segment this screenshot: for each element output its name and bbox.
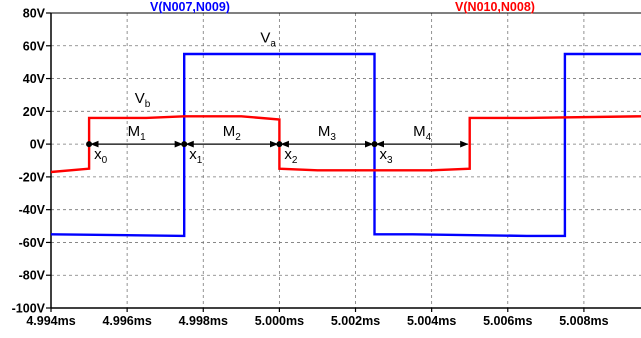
series-line-red — [50, 115, 641, 174]
y-tick-label: -80V — [19, 269, 46, 283]
y-tick-label: -60V — [19, 236, 46, 250]
marker-dot — [181, 141, 188, 148]
marker-label: x2 — [284, 146, 298, 166]
annotation-vb: Vb — [135, 90, 151, 110]
marker-label: x3 — [380, 146, 394, 166]
marker-dot — [371, 141, 378, 148]
interval-label: M1 — [128, 123, 147, 143]
interval-label: M4 — [413, 123, 432, 143]
x-tick-label: 5.002ms — [331, 314, 380, 328]
annotation-layer: Va Vb M1 M2 M3 M4 x0 x1 x2 x3 — [86, 30, 469, 166]
marker-label: x1 — [189, 146, 203, 166]
x-tick-label: 5.008ms — [559, 314, 608, 328]
axes: 80V 60V 40V 20V 0V -20V -40V -60V -80V -100V4.994… — [12, 7, 641, 328]
marker-dot — [276, 141, 283, 148]
x-tick-label: 5.006ms — [483, 314, 532, 328]
interval-label: M3 — [318, 123, 337, 143]
series-line-blue — [50, 52, 641, 238]
legend: V(N007,N009) V(N010,N008) — [150, 0, 535, 14]
x-tick-label: 4.998ms — [179, 314, 228, 328]
y-tick-label: 60V — [23, 39, 46, 53]
y-tick-label: 40V — [23, 72, 46, 86]
y-tick-label: -20V — [19, 170, 46, 184]
annotation-va: Va — [260, 30, 276, 50]
marker-label: x0 — [94, 146, 108, 166]
x-tick-label: 4.996ms — [102, 314, 151, 328]
legend-entry: V(N007,N009) — [150, 0, 230, 14]
y-tick-label: -100V — [12, 302, 46, 316]
legend-entry: V(N010,N008) — [455, 0, 535, 14]
y-tick-label: 0V — [30, 138, 46, 152]
y-tick-label: -40V — [19, 203, 46, 217]
interval-label: M2 — [223, 123, 242, 143]
series-layer — [50, 52, 641, 238]
x-tick-label: 4.994ms — [26, 314, 75, 328]
y-tick-label: 20V — [23, 105, 46, 119]
grid — [51, 12, 641, 308]
y-tick-label: 80V — [23, 7, 46, 21]
marker-dot — [86, 141, 93, 148]
x-tick-label: 5.000ms — [255, 314, 304, 328]
x-tick-label: 5.004ms — [407, 314, 456, 328]
